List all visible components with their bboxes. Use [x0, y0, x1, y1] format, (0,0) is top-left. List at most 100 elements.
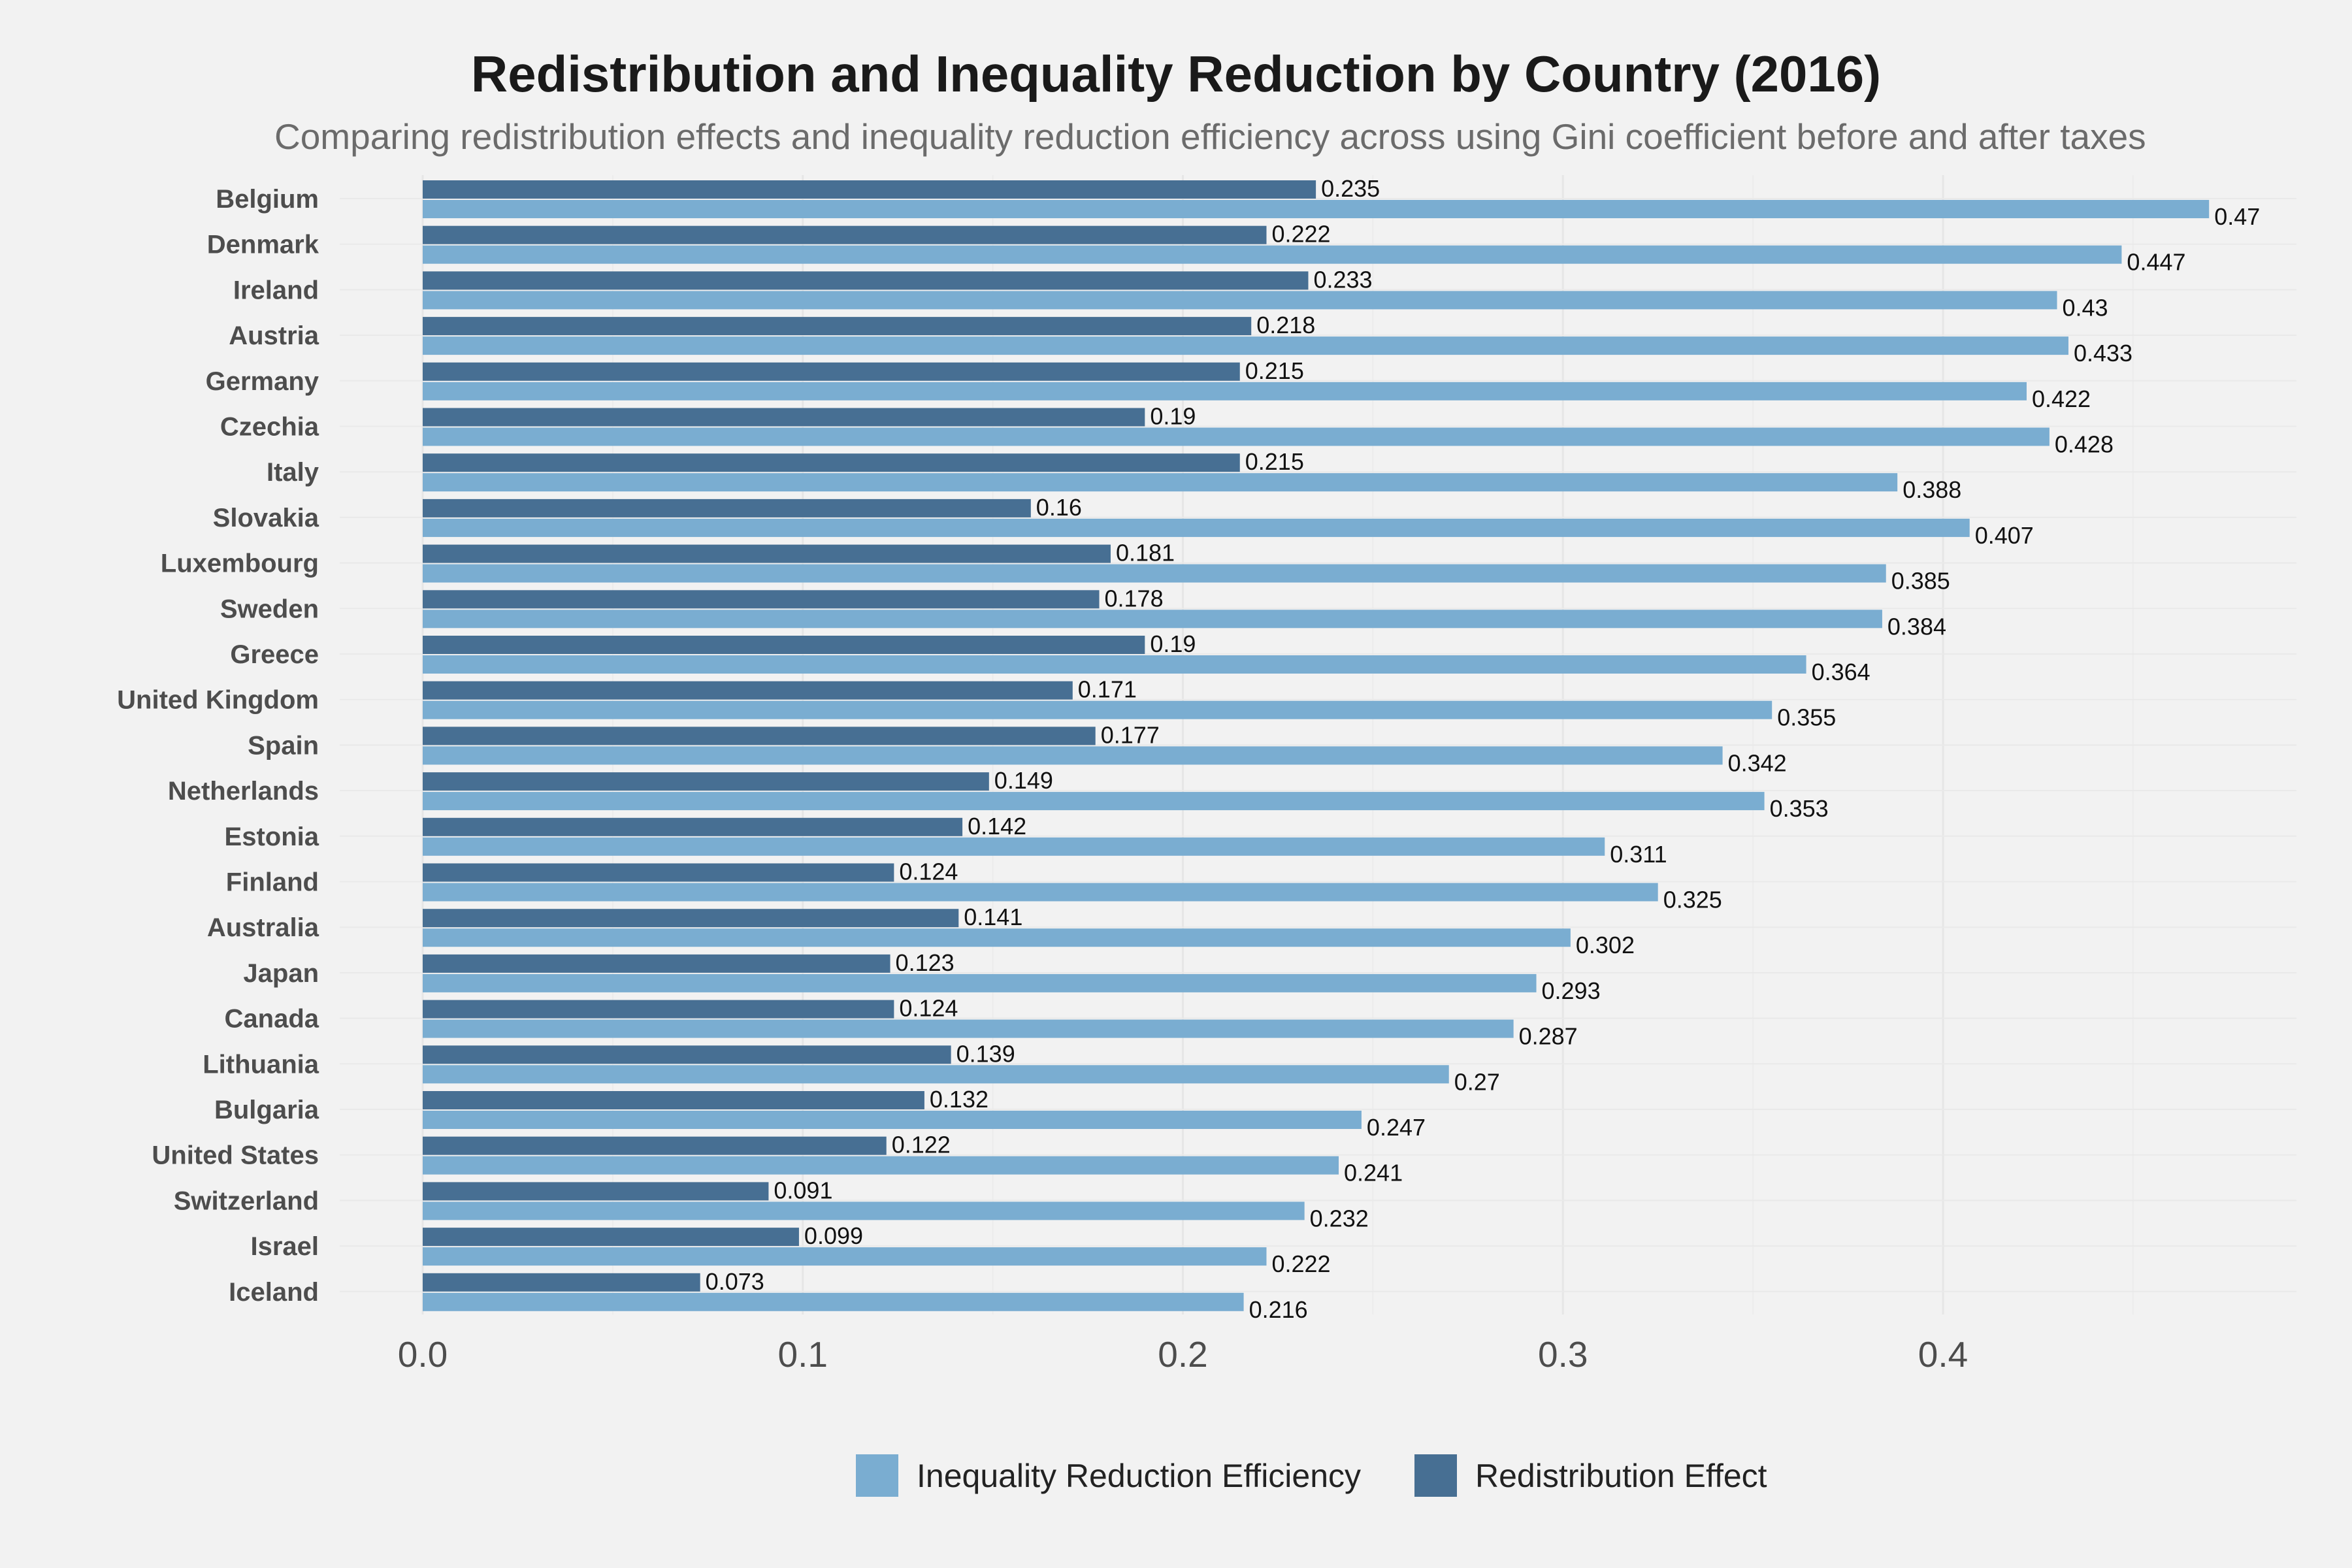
category-label: Canada: [225, 1005, 319, 1034]
bar-redistribution-effect: [423, 317, 1252, 336]
chart-subtitle: Comparing redistribution effects and ine…: [274, 116, 2146, 157]
category-label: Germany: [206, 367, 319, 396]
data-label-redistribution-effect: 0.233: [1313, 266, 1372, 293]
bar-inequality-reduction-efficiency: [423, 1292, 1244, 1311]
bar-redistribution-effect: [423, 1000, 894, 1019]
data-label-redistribution-effect: 0.122: [892, 1132, 951, 1158]
bar-inequality-reduction-efficiency: [423, 518, 1970, 537]
category-label: Lithuania: [203, 1050, 319, 1079]
data-label-inequality-reduction-efficiency: 0.342: [1728, 749, 1787, 776]
bar-redistribution-effect: [423, 727, 1096, 745]
labels: Belgium 0.235 0.47 Denmark 0.222 0.447 Ireland…: [117, 175, 2260, 1375]
category-label: Netherlands: [168, 777, 319, 806]
bar-inequality-reduction-efficiency: [423, 245, 2122, 264]
bar-redistribution-effect: [423, 1136, 887, 1155]
category-label: Israel: [250, 1232, 319, 1261]
data-label-inequality-reduction-efficiency: 0.287: [1519, 1023, 1578, 1050]
bar-inequality-reduction-efficiency: [423, 1111, 1362, 1129]
legend-label: Redistribution Effect: [1475, 1458, 1767, 1494]
bar-inequality-reduction-efficiency: [423, 1201, 1305, 1220]
data-label-inequality-reduction-efficiency: 0.247: [1367, 1114, 1426, 1141]
bar-redistribution-effect: [423, 408, 1145, 427]
bar-redistribution-effect: [423, 954, 890, 973]
data-label-redistribution-effect: 0.149: [994, 767, 1053, 794]
bars: [423, 180, 2210, 1311]
bar-redistribution-effect: [423, 909, 959, 928]
bar-inequality-reduction-efficiency: [423, 792, 1765, 811]
category-label: Greece: [230, 640, 319, 669]
data-label-redistribution-effect: 0.222: [1271, 221, 1330, 248]
data-label-inequality-reduction-efficiency: 0.325: [1663, 887, 1722, 913]
data-label-inequality-reduction-efficiency: 0.293: [1542, 977, 1601, 1004]
data-label-redistribution-effect: 0.181: [1116, 540, 1175, 566]
data-label-redistribution-effect: 0.073: [706, 1268, 764, 1295]
data-label-redistribution-effect: 0.19: [1150, 630, 1196, 657]
category-label: Denmark: [207, 231, 319, 259]
x-tick-label: 0.1: [778, 1334, 828, 1375]
data-label-inequality-reduction-efficiency: 0.385: [1891, 568, 1950, 595]
data-label-redistribution-effect: 0.215: [1245, 357, 1304, 384]
bar-redistribution-effect: [423, 1182, 769, 1201]
bar-inequality-reduction-efficiency: [423, 382, 2027, 400]
data-label-inequality-reduction-efficiency: 0.422: [2032, 385, 2091, 412]
category-label: Sweden: [220, 595, 319, 623]
category-label: Spain: [248, 731, 319, 760]
bar-inequality-reduction-efficiency: [423, 336, 2068, 355]
data-label-redistribution-effect: 0.215: [1245, 448, 1304, 475]
category-label: Austria: [229, 321, 319, 350]
bar-inequality-reduction-efficiency: [423, 291, 2057, 310]
category-label: Finland: [226, 868, 319, 897]
data-label-inequality-reduction-efficiency: 0.311: [1610, 841, 1667, 868]
bar-inequality-reduction-efficiency: [423, 1247, 1267, 1266]
bar-redistribution-effect: [423, 772, 989, 791]
data-label-redistribution-effect: 0.16: [1036, 494, 1082, 521]
bar-redistribution-effect: [423, 863, 894, 882]
bar-inequality-reduction-efficiency: [423, 1156, 1339, 1175]
data-label-inequality-reduction-efficiency: 0.216: [1249, 1296, 1308, 1323]
data-label-inequality-reduction-efficiency: 0.447: [2127, 249, 2185, 276]
category-label: Czechia: [220, 413, 319, 442]
bar-inequality-reduction-efficiency: [423, 1065, 1449, 1084]
data-label-inequality-reduction-efficiency: 0.384: [1887, 613, 1946, 640]
data-label-redistribution-effect: 0.235: [1321, 175, 1380, 202]
x-tick-label: 0.4: [1918, 1334, 1968, 1375]
data-label-redistribution-effect: 0.19: [1150, 403, 1196, 430]
data-label-redistribution-effect: 0.123: [896, 949, 955, 976]
data-label-redistribution-effect: 0.099: [804, 1222, 863, 1249]
bar-redistribution-effect: [423, 636, 1145, 654]
category-label: Belgium: [216, 185, 319, 214]
category-label: Iceland: [229, 1278, 319, 1307]
bar-inequality-reduction-efficiency: [423, 610, 1882, 629]
data-label-inequality-reduction-efficiency: 0.241: [1344, 1160, 1403, 1186]
data-label-inequality-reduction-efficiency: 0.433: [2074, 340, 2132, 367]
bar-redistribution-effect: [423, 817, 963, 836]
bar-redistribution-effect: [423, 498, 1031, 517]
data-label-inequality-reduction-efficiency: 0.407: [1975, 522, 2034, 549]
legend: Inequality Reduction Efficiency Redistrib…: [856, 1454, 1767, 1497]
category-label: Switzerland: [174, 1186, 319, 1215]
bar-inequality-reduction-efficiency: [423, 700, 1772, 719]
data-label-redistribution-effect: 0.171: [1078, 676, 1137, 703]
data-label-inequality-reduction-efficiency: 0.302: [1576, 932, 1635, 958]
bar-inequality-reduction-efficiency: [423, 928, 1571, 947]
x-tick-label: 0.2: [1158, 1334, 1207, 1375]
category-label: Luxembourg: [161, 549, 319, 578]
bar-redistribution-effect: [423, 1045, 951, 1064]
data-label-redistribution-effect: 0.178: [1105, 585, 1164, 612]
bar-redistribution-effect: [423, 453, 1240, 472]
bar-redistribution-effect: [423, 362, 1240, 381]
data-label-inequality-reduction-efficiency: 0.364: [1812, 659, 1870, 685]
x-tick-label: 0.3: [1538, 1334, 1588, 1375]
category-label: United Kingdom: [117, 686, 319, 715]
data-label-redistribution-effect: 0.091: [774, 1177, 832, 1203]
bar-inequality-reduction-efficiency: [423, 973, 1537, 992]
data-label-inequality-reduction-efficiency: 0.222: [1271, 1250, 1330, 1277]
bar-redistribution-effect: [423, 544, 1111, 563]
data-label-inequality-reduction-efficiency: 0.353: [1770, 795, 1829, 822]
data-label-redistribution-effect: 0.177: [1101, 721, 1160, 748]
category-label: Bulgaria: [214, 1096, 319, 1124]
bar-inequality-reduction-efficiency: [423, 427, 2050, 446]
data-label-redistribution-effect: 0.124: [899, 995, 958, 1022]
bar-inequality-reduction-efficiency: [423, 1019, 1514, 1038]
